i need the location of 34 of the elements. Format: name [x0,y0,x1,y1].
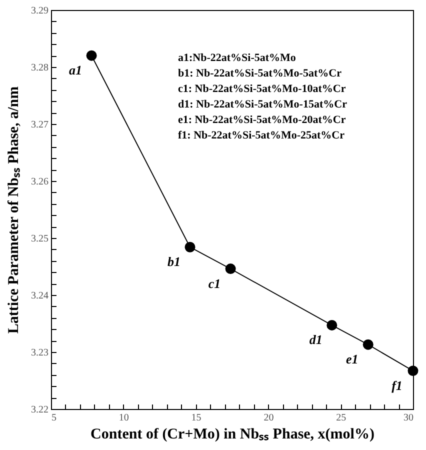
annotation: c1: Nb-22at%Si-5at%Mo-10at%Cr [178,83,346,95]
y-tick-label: 3.29 [31,6,48,16]
y-tick-label: 3.25 [31,234,48,244]
y-tick-label: 3.24 [31,290,48,302]
annotation: d1 [309,332,322,348]
annotation: f1 [392,378,402,393]
x-tick-label: 20 [264,412,274,424]
annotation: e1: Nb-22at%Si-5at%Mo-20at%Cr [178,114,346,126]
point [408,366,418,376]
x-tick-label: 15 [191,412,202,424]
annotation: c1 [208,276,221,291]
y-tick-label: 3.27 [31,120,48,130]
annotation: a1 [69,62,82,78]
annotation: d1: Nb-22at%Si-5at%Mo-15at%Cr [178,98,348,110]
y-tick-label: 3.28 [31,62,48,74]
annotation: e1 [346,352,358,367]
x-axis-title: Content of (Cr+Mo) in Nbₛₛ Phase, x(mol%) [90,426,374,442]
point [362,339,374,350]
annotation: b1: Nb-22at%Si-5at%Mo-5at%Cr [178,68,342,80]
point [184,242,196,252]
y-axis-title: Lattice Parameter of Nbₛₛ Phase, a/nm [6,86,22,334]
x-tick-label: 5 [52,412,56,424]
x-tick-label: 10 [118,412,129,424]
y-tick-label: 3.22 [31,404,48,416]
x-tick-label: 30 [404,412,414,424]
annotation: b1 [168,254,181,270]
point [225,264,236,274]
x-tick-label: 25 [336,412,346,424]
annotation: f1: Nb-22at%Si-5at%Mo-25at%Cr [178,130,345,142]
point [326,320,338,330]
y-tick-label: 3.23 [31,348,48,358]
annotation: a1:Nb-22at%Si-5at%Mo [178,52,296,64]
y-tick-label: 3.26 [31,176,48,188]
point [86,50,97,61]
